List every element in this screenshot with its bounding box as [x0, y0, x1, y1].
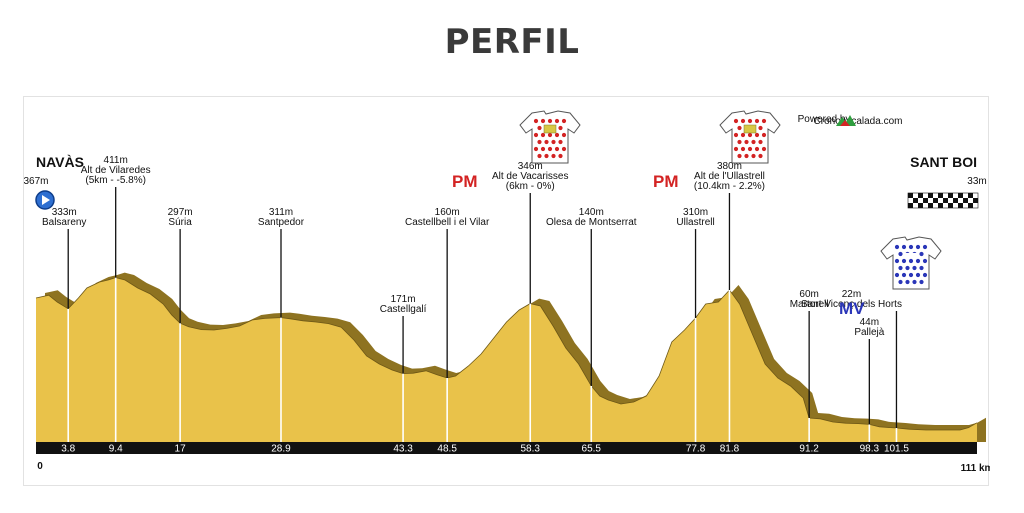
- km-tick-label: 101.5: [884, 444, 909, 455]
- start-km-label: 0: [37, 461, 43, 472]
- km-tick-label: 98.3: [860, 444, 880, 455]
- start-elevation: 367m: [24, 176, 49, 187]
- waypoint-name: Alt de Vacarisses: [492, 171, 569, 182]
- km-tick-label: 48.5: [437, 444, 457, 455]
- page-title: PERFIL: [444, 22, 580, 62]
- category-label-mv: MV: [839, 299, 865, 318]
- waypoint-elevation: 160m: [435, 207, 460, 218]
- start-name: NAVÀS: [36, 154, 84, 170]
- powered-by-label: Powered by: [798, 114, 851, 125]
- waypoint-elevation: 380m: [717, 161, 742, 172]
- km-tick-label: 77.8: [686, 444, 706, 455]
- category-label-pm: PM: [452, 172, 478, 191]
- finish-name: SANT BOI: [910, 154, 977, 170]
- waypoint-elevation: 411m: [104, 155, 128, 166]
- km-tick-label: 65.5: [582, 444, 602, 455]
- km-tick-label: 17: [175, 444, 187, 455]
- waypoint-name: Castellbell i el Vilar: [405, 217, 490, 228]
- waypoint-name: Balsareny: [42, 217, 86, 228]
- cronoescalada-logo-icon: [836, 115, 856, 126]
- waypoint-elevation: 44m: [860, 317, 879, 328]
- polka-dot-jersey-icon: [519, 110, 581, 164]
- waypoint-elevation: 333m: [52, 207, 77, 218]
- waypoint-name: Olesa de Montserrat: [546, 217, 637, 228]
- km-tick-label: 9.4: [109, 444, 123, 455]
- waypoint-detail: (5km - -5.8%): [85, 175, 146, 186]
- waypoint-elevation: 346m: [518, 161, 543, 172]
- play-icon: [35, 190, 55, 210]
- category-label-pm: PM: [653, 172, 679, 191]
- waypoint-detail: (10.4km - 2.2%): [694, 181, 765, 192]
- waypoint-name: Pallejà: [854, 327, 884, 338]
- finish-elevation: 33m: [967, 176, 986, 187]
- checkered-flag-icon: [907, 192, 979, 209]
- km-tick-label: 3.8: [61, 444, 75, 455]
- waypoint-name: Sant Vicenç dels Horts: [801, 299, 902, 310]
- waypoint-elevation: 60m: [799, 289, 818, 300]
- waypoint-elevation: 140m: [579, 207, 604, 218]
- terrain-area: [36, 277, 977, 442]
- waypoint-elevation: 22m: [842, 289, 861, 300]
- blue-dot-jersey-icon: [880, 236, 942, 290]
- powered-by-brand: Cronoescalada.com: [814, 116, 903, 127]
- finish-km-label: 111 km: [961, 463, 990, 474]
- waypoint-elevation: 171m: [391, 294, 416, 305]
- waypoint-name: Súria: [168, 217, 192, 228]
- waypoint-name: Santpedor: [258, 217, 305, 228]
- km-tick-label: 91.2: [799, 444, 819, 455]
- waypoint-name: Alt de Vilaredes: [81, 165, 151, 176]
- waypoint-name: Ullastrell: [676, 217, 714, 228]
- polka-dot-jersey-icon: [719, 110, 781, 164]
- terrain-outline: [35, 277, 978, 431]
- km-tick-label: 43.3: [393, 444, 413, 455]
- km-bar: [36, 442, 977, 454]
- waypoint-name: Alt de l'Ullastrell: [694, 171, 765, 182]
- waypoint-name: Castellgalí: [380, 304, 427, 315]
- waypoint-elevation: 311m: [269, 207, 293, 218]
- km-tick-label: 58.3: [521, 444, 541, 455]
- elevation-profile-chart: 333m Balsareny 411m Alt de Vilaredes (5km - …: [23, 96, 990, 486]
- waypoint-detail: (6km - 0%): [506, 181, 555, 192]
- km-tick-label: 81.8: [720, 444, 740, 455]
- waypoint-elevation: 310m: [683, 207, 708, 218]
- waypoint-name: Martorell: [790, 299, 829, 310]
- waypoint-elevation: 297m: [168, 207, 193, 218]
- km-tick-label: 28.9: [271, 444, 291, 455]
